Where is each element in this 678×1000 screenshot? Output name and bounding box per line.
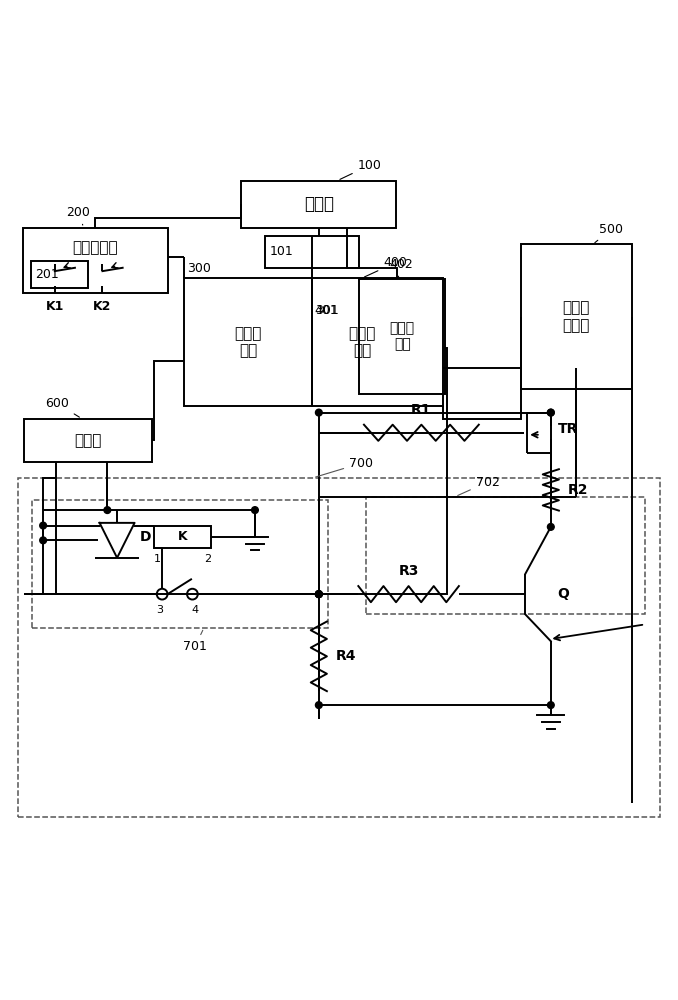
Text: 300: 300 [187,262,211,275]
Text: 3: 3 [156,605,163,615]
Text: R3: R3 [399,564,419,578]
Bar [184,278,312,406]
Text: K2: K2 [94,300,112,313]
Text: 401: 401 [315,304,338,317]
Circle shape [315,591,322,598]
Bar [23,228,167,293]
Bar [33,500,328,628]
Text: 下箱控
制板: 下箱控 制板 [348,326,376,358]
Circle shape [315,409,322,416]
Text: TR: TR [557,422,578,436]
Text: 500: 500 [595,223,623,243]
Bar [154,526,212,548]
Bar [24,419,152,462]
Circle shape [40,522,47,529]
Text: 100: 100 [340,159,382,179]
Text: R4: R4 [336,649,356,663]
Text: K1: K1 [45,300,64,313]
Circle shape [547,524,554,530]
Circle shape [315,702,322,708]
Bar [521,244,631,389]
Text: R1: R1 [411,403,432,417]
Text: 400: 400 [365,256,407,277]
Text: 200: 200 [66,206,90,225]
Text: D: D [140,530,151,544]
Text: 201: 201 [35,268,59,281]
Circle shape [104,507,111,513]
Circle shape [315,591,322,598]
Bar [366,497,645,614]
Text: 1: 1 [154,554,161,564]
Text: 4: 4 [191,605,199,615]
Text: 下箱控
制器: 下箱控 制器 [390,321,415,352]
Text: 101: 101 [270,245,294,258]
Circle shape [547,409,554,416]
Text: 信号控制板: 信号控制板 [73,240,118,255]
Text: 701: 701 [183,630,207,653]
Bar [241,181,396,228]
Text: Q: Q [557,587,570,601]
Polygon shape [100,523,134,558]
Text: 上箱控
制板: 上箱控 制板 [235,326,262,358]
Bar [18,478,660,817]
Text: 700: 700 [316,457,373,477]
Text: 功率用
电器件: 功率用 电器件 [562,301,590,333]
Bar [359,279,445,394]
Circle shape [252,507,258,513]
Circle shape [315,591,322,598]
Text: R2: R2 [567,483,588,497]
Bar [265,236,359,268]
Text: 301: 301 [315,304,338,317]
Bar [312,278,443,406]
Circle shape [547,409,554,416]
Text: 主控板: 主控板 [304,195,334,213]
Bar [31,261,88,288]
Text: K: K [178,530,188,543]
Circle shape [40,537,47,544]
Text: 主电源: 主电源 [75,433,102,448]
Text: 702: 702 [458,476,500,495]
Circle shape [547,702,554,708]
Text: 600: 600 [45,397,79,417]
Circle shape [315,591,322,598]
Text: 2: 2 [204,554,212,564]
Text: 402: 402 [389,258,413,277]
